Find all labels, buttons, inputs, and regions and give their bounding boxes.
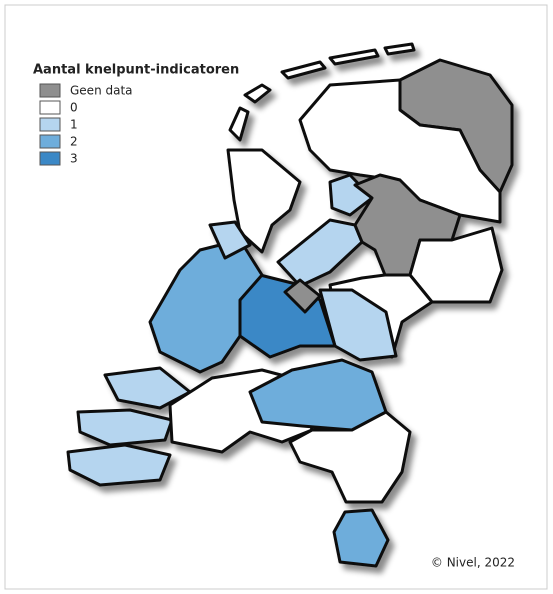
legend-swatch [39,117,61,132]
credit: © Nivel, 2022 [431,556,515,570]
legend-swatch [39,134,61,149]
region [208,220,252,260]
region [298,78,502,224]
region [288,410,412,504]
region [283,278,322,314]
region [148,238,264,374]
island [383,42,416,56]
map [66,42,514,568]
region [408,226,504,304]
region [226,148,302,254]
legend-title: Aantal knelpunt-indicatoren [33,63,239,78]
legend-label: 3 [70,152,78,166]
legend-swatch [39,151,61,166]
legend-swatch [39,83,61,98]
region [103,366,192,410]
legend-label: Geen data [70,84,133,98]
island [280,60,327,80]
island [243,83,272,104]
region [332,508,390,568]
region [66,443,172,487]
region [76,408,174,447]
legend: Geen data 0 1 2 3 [39,83,133,166]
region [328,173,374,217]
island [228,106,250,142]
legend-label: 0 [70,101,78,115]
legend-swatch [39,100,61,115]
legend-label: 1 [70,118,78,132]
island [328,48,380,66]
legend-label: 2 [70,135,78,149]
